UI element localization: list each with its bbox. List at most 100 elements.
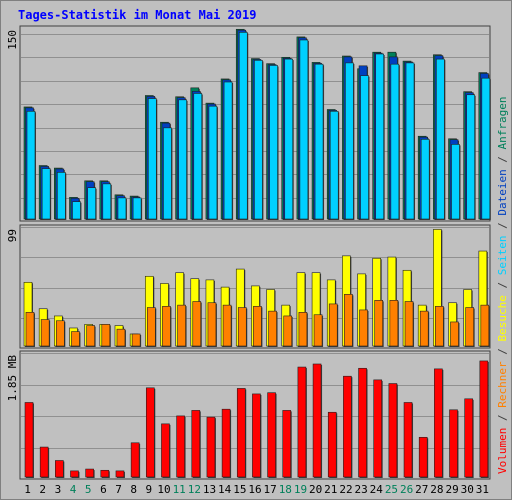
day-label: 20 [309,483,322,496]
bar-volumen [39,446,49,478]
day-label: 16 [248,483,261,496]
bar-volumen [252,393,261,478]
bar-seiten [41,168,51,220]
bar-volumen [130,442,140,478]
bar-volumen [176,415,185,478]
day-label: 27 [415,483,428,496]
bar-seiten [238,32,248,220]
day-label: 17 [264,483,277,496]
bar-seiten [178,99,187,220]
bar-volumen [479,360,489,478]
day-label: 11 [173,483,186,496]
bar-seiten [57,172,66,220]
bar-seiten [405,62,415,220]
bar-seiten [436,58,445,220]
bar-volumen [70,470,79,478]
bar-rechner [435,306,444,347]
bar-rechner [222,304,232,347]
legend-separator: / [496,216,509,236]
day-label: 23 [355,483,368,496]
bar-rechner [465,307,474,347]
bar-rechner [450,321,459,347]
bar-rechner [268,310,277,347]
bar-volumen [85,468,94,478]
bar-rechner [25,312,35,347]
day-label: 31 [476,483,489,496]
bar-seiten [26,110,36,220]
bar-seiten [420,139,430,220]
bar-rechner [404,301,414,347]
bar-volumen [434,368,443,478]
bar-volumen [297,366,307,478]
bar-seiten [375,53,385,220]
day-label: 29 [445,483,458,496]
bar-seiten [360,75,369,220]
day-label: 5 [85,483,92,496]
bar-seiten [223,81,233,220]
bar-seiten [147,98,157,220]
bottom-y-tick-label: 1.85 MB [6,355,19,402]
day-label: 10 [157,483,170,496]
bar-volumen [191,410,201,478]
legend-seiten: Seiten [496,236,509,276]
bar-seiten [390,63,400,220]
day-label: 12 [188,483,201,496]
bar-rechner [480,304,490,347]
legend-besuche: Besuche [496,295,509,341]
bar-volumen [206,416,216,478]
bar-rechner [313,314,323,347]
bar-rechner [40,319,50,347]
bar-seiten [481,77,491,220]
bar-rechner [71,331,80,347]
bar-rechner [177,304,186,347]
bar-volumen [418,436,428,478]
bar-seiten [208,105,218,220]
bar-volumen [312,363,322,478]
bar-seiten [451,144,460,220]
day-label: 25 [385,483,398,496]
day-label: 19 [294,483,307,496]
bar-seiten [345,62,354,220]
bar-seiten [314,63,324,220]
bar-seiten [193,93,203,220]
day-label: 28 [430,483,443,496]
legend: Volumen / Rechner / Besuche / Seiten / D… [496,96,509,474]
bar-rechner [253,306,262,347]
bar-seiten [466,94,475,220]
bar-rechner [131,333,141,347]
bar-volumen [145,387,155,478]
day-label: 8 [130,483,137,496]
bar-volumen [282,410,292,478]
bar-seiten [254,60,263,220]
bar-rechner [56,320,65,347]
bar-rechner [162,306,171,347]
bar-rechner [389,300,399,347]
bar-seiten [117,197,127,220]
bar-seiten [284,58,294,220]
legend-rechner: Rechner [496,361,509,408]
bar-rechner [146,307,156,347]
bar-volumen [403,402,413,478]
bar-rechner [116,328,126,347]
day-label: 1 [24,483,31,496]
legend-separator: / [496,275,509,295]
bar-volumen [236,388,246,478]
day-label: 9 [146,483,153,496]
bar-rechner [419,310,429,347]
bar-rechner [328,303,338,347]
day-label: 7 [115,483,122,496]
legend-anfragen: Anfragen [496,96,509,149]
day-label: 3 [55,483,62,496]
bar-volumen [343,375,352,478]
bar-volumen [115,470,125,478]
chart-title: Tages-Statistik im Monat Mai 2019 [18,8,257,22]
bar-volumen [358,367,367,478]
bar-rechner [298,312,308,347]
legend-dateien: Dateien [496,169,509,215]
top-y-tick-label: 150 [6,30,19,50]
legend-separator: / [496,342,509,362]
bar-volumen [327,411,337,478]
day-label: 6 [100,483,107,496]
bar-rechner [207,302,217,347]
